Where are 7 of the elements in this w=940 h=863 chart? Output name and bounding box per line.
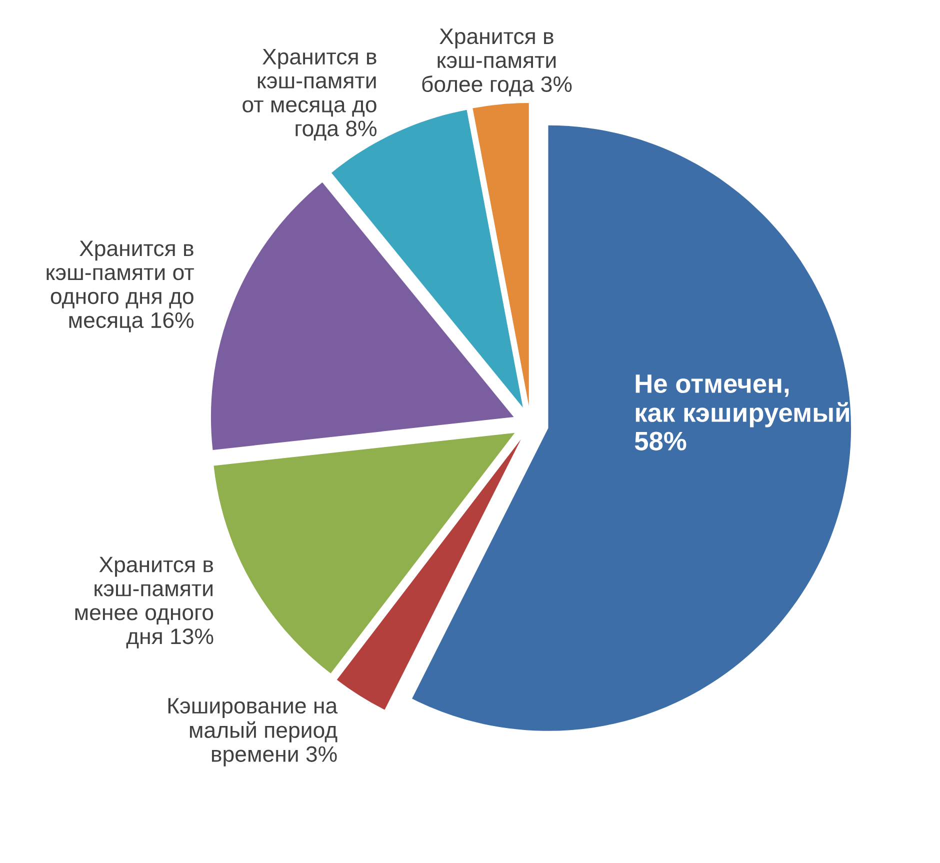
slice-label: Хранится в кэш-памяти от одного дня до месяца 16% [46,240,194,332]
slice-label: Кэширование на малый период времени 3% [168,698,338,766]
slice-label: Хранится в кэш-памяти более года 3% [422,28,572,96]
slice-label: Хранится в кэш-памяти от месяца до года 8% [242,49,376,141]
data-label: 58% [634,432,686,450]
slice-label: Не отмечен, как кэшируемый [636,374,849,428]
slice-label: Хранится в кэш-памяти менее одного дня 13% [75,556,214,648]
